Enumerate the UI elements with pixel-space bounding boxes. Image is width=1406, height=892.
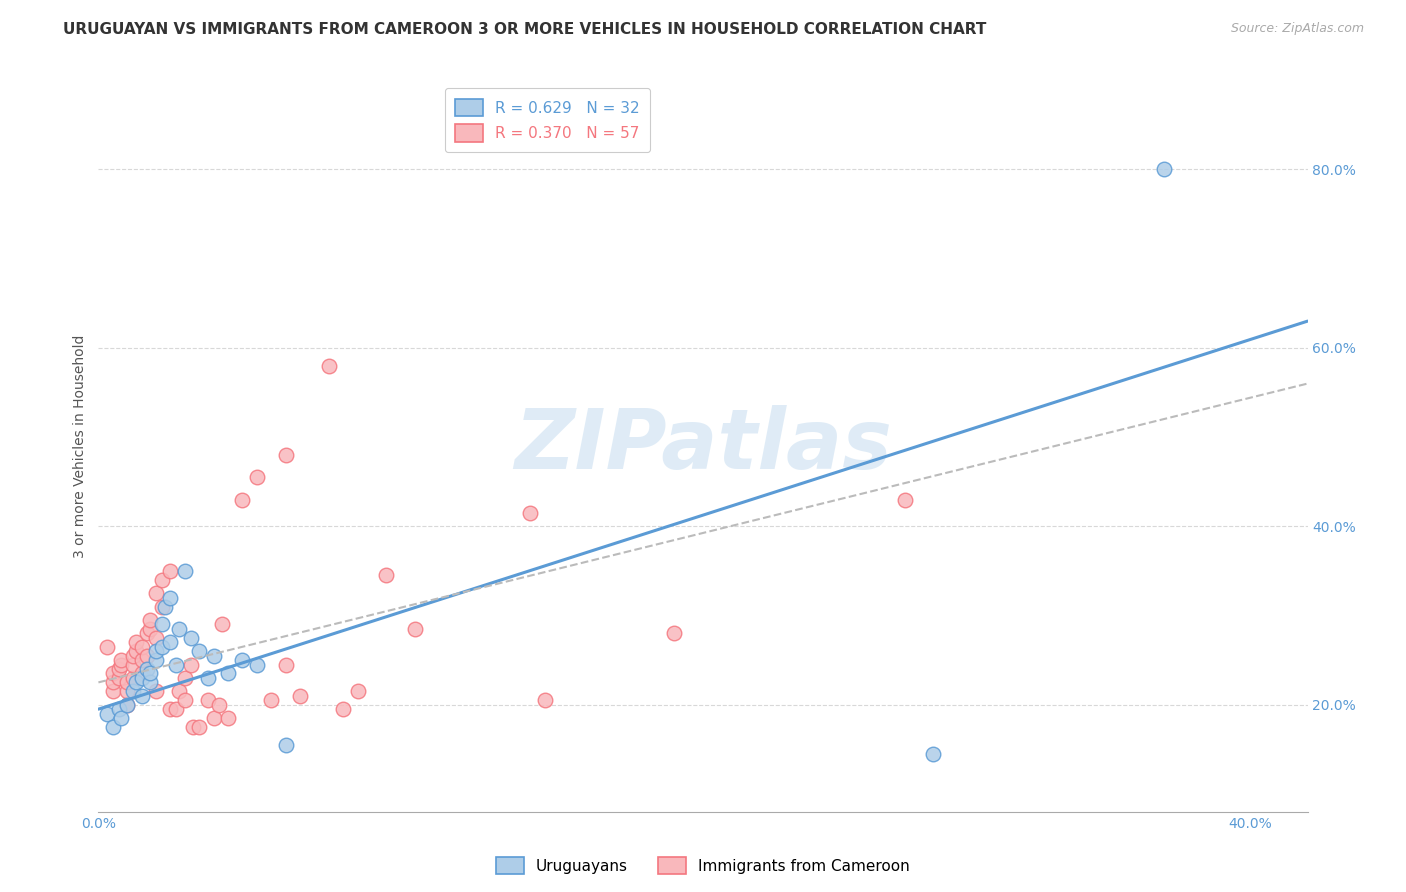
Point (167, 622, 190, 636)
Point (96, 640, 118, 654)
Point (122, 671, 145, 685)
Point (150, 617, 173, 632)
Point (318, 359, 340, 373)
Text: URUGUAYAN VS IMMIGRANTS FROM CAMEROON 3 OR MORE VEHICLES IN HOUSEHOLD CORRELATIO: URUGUAYAN VS IMMIGRANTS FROM CAMEROON 3 … (63, 22, 987, 37)
Point (183, 720, 205, 734)
Point (136, 662, 159, 676)
Point (375, 568, 398, 582)
Point (131, 666, 153, 681)
Point (115, 684, 138, 698)
Point (150, 640, 173, 654)
Point (159, 702, 181, 716)
Point (260, 693, 283, 707)
Point (110, 657, 132, 672)
Point (167, 684, 190, 698)
Point (159, 564, 181, 578)
Point (110, 653, 132, 667)
Point (139, 613, 162, 627)
Point (893, 492, 915, 507)
Point (107, 671, 129, 685)
Point (150, 599, 173, 614)
Point (346, 684, 368, 698)
Legend: R = 0.629   N = 32, R = 0.370   N = 57: R = 0.629 N = 32, R = 0.370 N = 57 (444, 88, 651, 153)
Point (202, 711, 225, 725)
Y-axis label: 3 or more Vehicles in Household: 3 or more Vehicles in Household (73, 334, 87, 558)
Point (101, 684, 124, 698)
Point (145, 644, 167, 658)
Point (115, 698, 138, 712)
Point (139, 666, 162, 681)
Point (231, 492, 253, 507)
Point (922, 747, 945, 761)
Point (173, 564, 195, 578)
Point (217, 666, 239, 681)
Point (288, 689, 311, 703)
Point (188, 644, 211, 658)
Point (101, 720, 124, 734)
Point (125, 635, 148, 649)
Point (173, 693, 195, 707)
Point (231, 653, 253, 667)
Point (139, 622, 162, 636)
Point (110, 711, 132, 725)
Point (145, 653, 167, 667)
Point (145, 586, 167, 600)
Point (131, 653, 153, 667)
Point (519, 506, 541, 520)
Point (197, 671, 219, 685)
Point (180, 657, 202, 672)
Point (125, 644, 148, 658)
Point (274, 448, 297, 462)
Point (1153, 162, 1175, 177)
Point (173, 671, 195, 685)
Point (533, 693, 555, 707)
Point (115, 698, 138, 712)
Point (101, 675, 124, 690)
Point (136, 626, 159, 640)
Point (332, 702, 354, 716)
Point (145, 631, 167, 645)
Point (122, 648, 145, 663)
Point (139, 675, 162, 690)
Point (125, 675, 148, 690)
Point (153, 599, 176, 614)
Point (165, 702, 187, 716)
Point (150, 573, 173, 587)
Point (208, 698, 231, 712)
Point (131, 689, 153, 703)
Point (211, 617, 233, 632)
Point (122, 657, 145, 672)
Point (107, 662, 129, 676)
Text: ZIPatlas: ZIPatlas (515, 406, 891, 486)
Point (664, 626, 686, 640)
Point (188, 720, 211, 734)
Point (165, 657, 187, 672)
Text: Source: ZipAtlas.com: Source: ZipAtlas.com (1230, 22, 1364, 36)
Point (246, 470, 269, 484)
Legend: Uruguayans, Immigrants from Cameroon: Uruguayans, Immigrants from Cameroon (491, 851, 915, 880)
Point (122, 684, 145, 698)
Point (180, 631, 202, 645)
Point (404, 622, 426, 636)
Point (274, 738, 297, 752)
Point (202, 648, 225, 663)
Point (246, 657, 269, 672)
Point (96, 706, 118, 721)
Point (107, 702, 129, 716)
Point (115, 675, 138, 690)
Point (197, 693, 219, 707)
Point (159, 591, 181, 605)
Point (131, 671, 153, 685)
Point (101, 666, 124, 681)
Point (145, 684, 167, 698)
Point (274, 657, 297, 672)
Point (136, 648, 159, 663)
Point (131, 640, 153, 654)
Point (217, 711, 239, 725)
Point (159, 635, 181, 649)
